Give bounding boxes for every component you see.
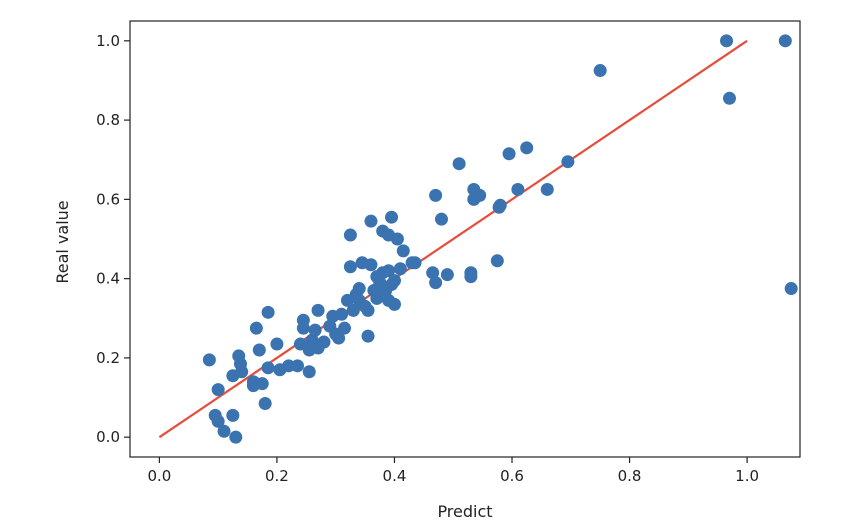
data-point [473,188,487,202]
data-point [426,266,440,280]
data-point [332,331,346,345]
x-axis-ticks: 0.0 0.2 0.4 0.6 0.8 1.0 [147,457,759,485]
data-point [429,276,443,290]
data-point [226,408,240,422]
data-point [343,260,357,274]
data-point [252,343,266,357]
data-point [296,321,310,335]
data-point [202,353,216,367]
x-tick-label: 0.8 [618,467,642,485]
data-point [361,303,375,317]
reference-line [158,39,748,439]
data-point [387,274,401,288]
y-tick-label: 1.0 [96,32,120,50]
y-tick-label: 0.4 [96,270,120,288]
data-point [261,361,275,375]
data-point [217,424,231,438]
data-point [235,365,249,379]
data-point [390,232,404,246]
data-point [493,198,507,212]
data-point [720,34,734,48]
data-point [302,365,316,379]
data-point [387,297,401,311]
data-point [255,377,269,391]
x-tick-label: 0.4 [383,467,407,485]
data-point [311,303,325,317]
data-point [352,282,366,296]
data-point [258,396,272,410]
data-point [343,228,357,242]
x-axis-title: Predict [437,502,492,521]
plot-background [130,21,800,457]
x-tick-label: 0.6 [500,467,524,485]
data-point [382,264,396,278]
data-point [211,383,225,397]
data-point [502,147,516,161]
data-point [452,157,466,171]
data-point [261,305,275,319]
data-point [429,188,443,202]
data-point [346,303,360,317]
data-point [408,256,422,270]
scatter-points [202,34,798,444]
data-point [464,266,478,280]
data-point [722,91,736,105]
plot-area [130,21,800,457]
data-point [270,337,284,351]
x-tick-label: 0.2 [265,467,289,485]
x-tick-label: 0.0 [147,467,171,485]
data-point [335,307,349,321]
data-point [291,359,304,373]
data-point [434,212,448,226]
data-point [540,182,554,196]
data-point [249,321,263,335]
x-tick-label: 1.0 [735,467,759,485]
data-point [364,214,378,228]
data-point [393,262,407,276]
data-point [370,291,384,305]
data-point [385,210,399,224]
data-point [317,335,331,349]
data-point [784,282,798,296]
plot-frame [129,20,801,458]
data-point [211,414,225,428]
data-point [396,244,410,258]
data-point [593,64,607,78]
data-point [308,323,322,337]
y-tick-label: 0.0 [96,428,120,446]
data-point [520,141,534,155]
y-tick-label: 0.8 [96,111,120,129]
axes-frame [129,20,801,458]
data-point [440,268,454,282]
data-point [490,254,504,268]
y-tick-label: 0.2 [96,349,120,367]
data-point [361,329,375,343]
reference-line-layer [158,39,748,439]
data-point [229,430,243,444]
data-point [561,155,575,169]
data-point [511,182,525,196]
data-point [364,258,378,272]
y-axis-ticks: 0.0 0.2 0.4 0.6 0.8 1.0 [96,32,130,446]
y-axis-title: Real value [53,200,72,283]
data-point [778,34,792,48]
y-tick-label: 0.6 [96,190,120,208]
data-point [338,321,352,335]
